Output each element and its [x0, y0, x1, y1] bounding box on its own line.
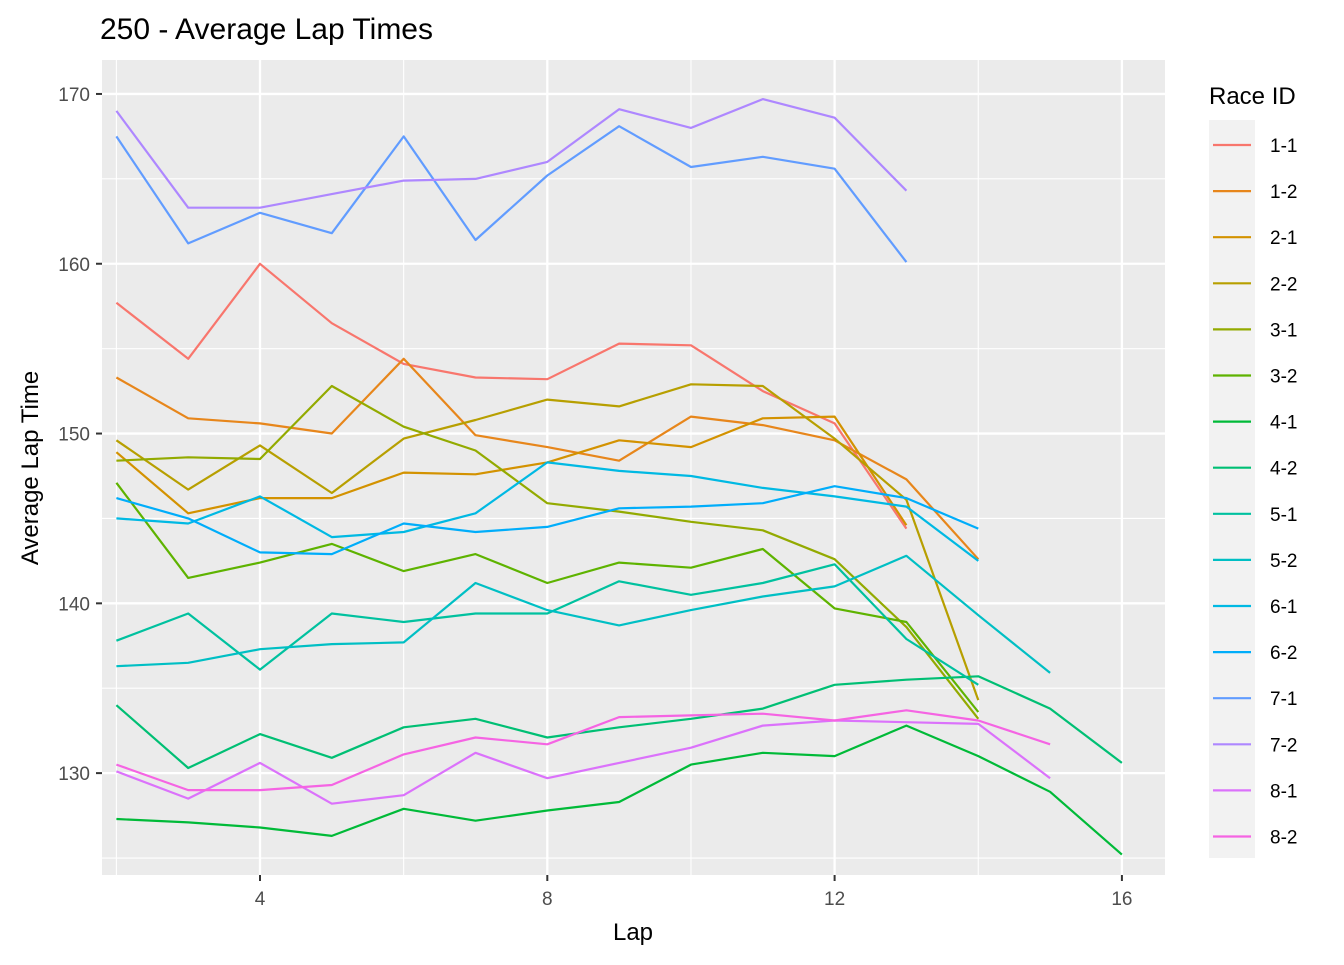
- y-tick-label: 150: [58, 425, 90, 446]
- legend-item-7-1: 7-1: [1213, 689, 1297, 710]
- legend-label: 6-2: [1270, 643, 1297, 664]
- legend-item-4-2: 4-2: [1213, 459, 1297, 480]
- series-line-3-2: [115, 482, 980, 713]
- legend-item-8-2: 8-2: [1213, 828, 1297, 849]
- legend-label: 5-2: [1270, 551, 1297, 572]
- plot-panel: [102, 60, 1165, 875]
- series-line-6-2: [116, 485, 979, 556]
- legend-item-1-2: 1-2: [1213, 182, 1297, 203]
- y-axis: 130 140 150 160 170: [58, 85, 102, 785]
- legend-label: 5-1: [1270, 505, 1297, 526]
- legend: Race ID 1-1 1-2 2-1 2-2 3-1 3-2 4-1 4-2 5-1 5-2 6-…: [1209, 83, 1297, 858]
- legend-item-2-1: 2-1: [1213, 228, 1297, 249]
- legend-label: 7-2: [1270, 735, 1297, 756]
- chart-title: 250 - Average Lap Times: [100, 13, 433, 46]
- series-line-1-2: [115, 357, 980, 560]
- x-axis-label: Lap: [613, 919, 653, 946]
- x-axis: 4 8 12 16: [255, 875, 1132, 910]
- x-tick-label: 16: [1111, 889, 1132, 910]
- y-axis-label: Average Lap Time: [17, 371, 44, 565]
- series-line-2-2: [115, 383, 980, 701]
- x-tick-label: 8: [542, 889, 553, 910]
- series-line-7-2: [115, 97, 908, 209]
- legend-item-5-1: 5-1: [1213, 505, 1297, 526]
- legend-label: 6-1: [1270, 597, 1297, 618]
- series-line-5-1: [116, 563, 979, 686]
- legend-label: 3-2: [1270, 367, 1297, 388]
- legend-item-1-1: 1-1: [1213, 136, 1297, 157]
- series-line-3-1: [116, 384, 980, 720]
- series-lines: [115, 97, 1123, 856]
- legend-item-6-1: 6-1: [1213, 597, 1297, 618]
- legend-item-3-1: 3-1: [1213, 320, 1297, 341]
- legend-title: Race ID: [1209, 83, 1296, 110]
- y-tick-label: 130: [58, 764, 90, 785]
- legend-item-7-2: 7-2: [1213, 735, 1297, 756]
- legend-key-background: [1209, 120, 1255, 858]
- legend-label: 1-1: [1270, 136, 1297, 157]
- x-tick-label: 12: [824, 889, 845, 910]
- series-line-1-1: [115, 262, 908, 530]
- series-line-5-2: [116, 554, 1051, 674]
- legend-item-6-2: 6-2: [1213, 643, 1297, 664]
- legend-label: 7-1: [1270, 689, 1297, 710]
- series-line-7-1: [115, 125, 908, 263]
- y-tick-label: 140: [58, 594, 90, 615]
- legend-item-2-2: 2-2: [1213, 274, 1297, 295]
- y-tick-label: 160: [58, 255, 90, 276]
- legend-label: 4-2: [1270, 459, 1297, 480]
- minor-gridlines: [102, 60, 1165, 875]
- legend-label: 8-1: [1270, 781, 1297, 802]
- x-tick-label: 4: [255, 889, 266, 910]
- legend-label: 2-1: [1270, 228, 1297, 249]
- legend-label: 8-2: [1270, 828, 1297, 849]
- legend-item-8-1: 8-1: [1213, 781, 1297, 802]
- legend-label: 2-2: [1270, 274, 1297, 295]
- series-line-8-2: [116, 709, 1051, 792]
- legend-item-3-2: 3-2: [1213, 367, 1297, 388]
- y-tick-label: 170: [58, 85, 90, 106]
- series-line-4-1: [116, 724, 1123, 856]
- series-line-6-1: [116, 461, 979, 562]
- legend-label: 1-2: [1270, 182, 1297, 203]
- series-line-4-2: [115, 675, 1123, 770]
- legend-item-5-2: 5-2: [1213, 551, 1297, 572]
- legend-item-4-1: 4-1: [1213, 413, 1297, 434]
- legend-label: 3-1: [1270, 320, 1297, 341]
- legend-label: 4-1: [1270, 413, 1297, 434]
- series-line-8-1: [116, 719, 1051, 805]
